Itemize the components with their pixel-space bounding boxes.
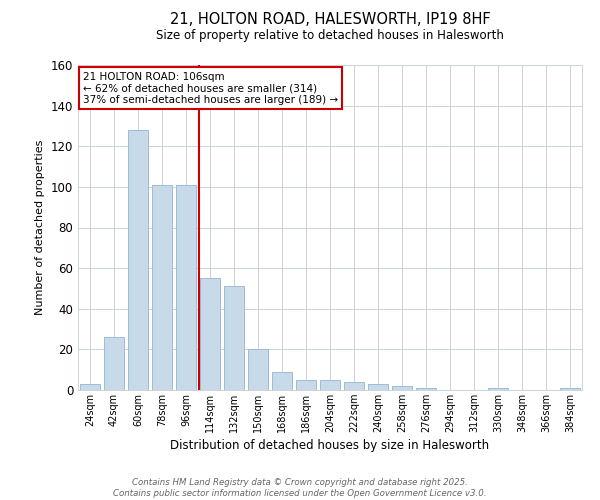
X-axis label: Distribution of detached houses by size in Halesworth: Distribution of detached houses by size … (170, 439, 490, 452)
Bar (416, 388, 436, 390)
Bar (272, 372, 292, 390)
Bar (392, 386, 412, 390)
Bar (128, 130, 148, 390)
Bar (176, 185, 196, 390)
Text: 21, HOLTON ROAD, HALESWORTH, IP19 8HF: 21, HOLTON ROAD, HALESWORTH, IP19 8HF (170, 12, 490, 28)
Text: Contains HM Land Registry data © Crown copyright and database right 2025.
Contai: Contains HM Land Registry data © Crown c… (113, 478, 487, 498)
Bar (152, 185, 172, 390)
Bar (296, 380, 316, 390)
Bar (80, 384, 100, 390)
Bar (488, 388, 508, 390)
Bar (200, 278, 220, 390)
Text: Size of property relative to detached houses in Halesworth: Size of property relative to detached ho… (156, 30, 504, 43)
Bar (320, 380, 340, 390)
Bar (248, 350, 268, 390)
Bar (224, 286, 244, 390)
Bar (344, 382, 364, 390)
Bar (368, 384, 388, 390)
Y-axis label: Number of detached properties: Number of detached properties (35, 140, 45, 315)
Bar (104, 337, 124, 390)
Bar (560, 388, 580, 390)
Text: 21 HOLTON ROAD: 106sqm
← 62% of detached houses are smaller (314)
37% of semi-de: 21 HOLTON ROAD: 106sqm ← 62% of detached… (83, 72, 338, 104)
